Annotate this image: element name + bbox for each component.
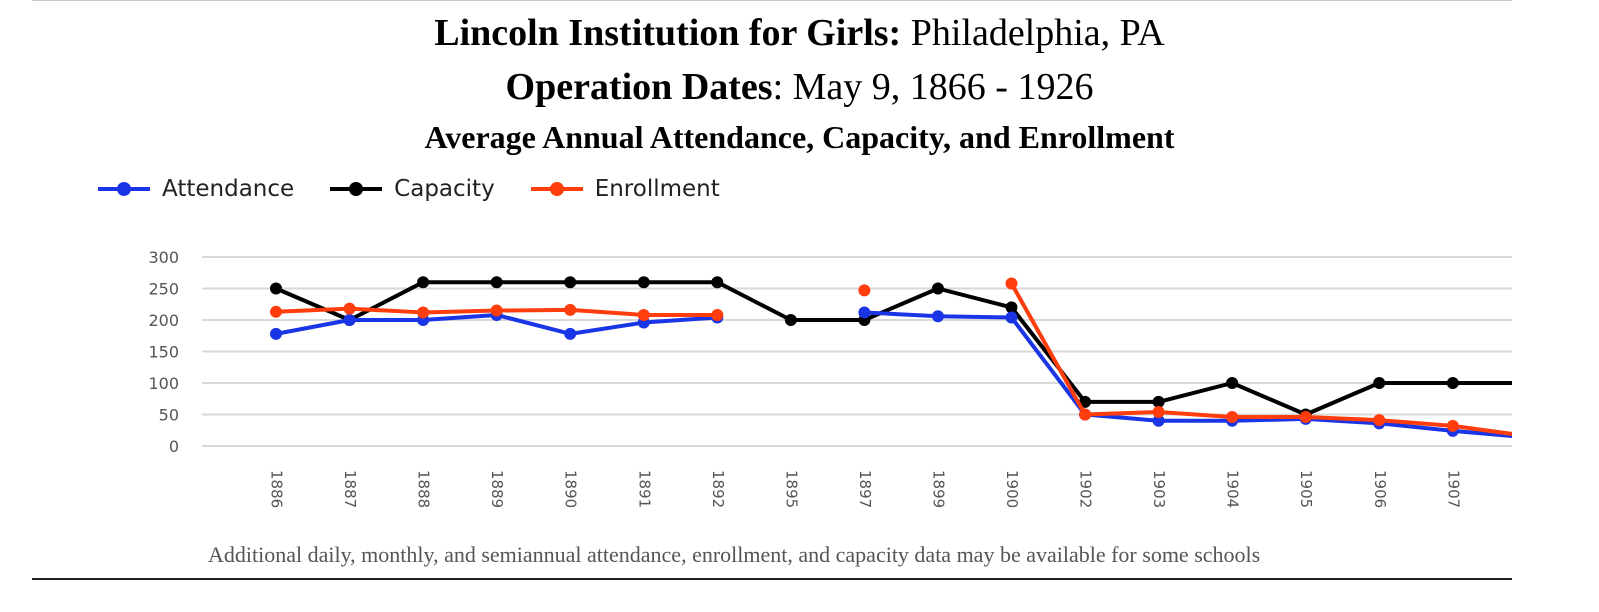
x-tick-label-1902: 1902	[1077, 470, 1095, 508]
attendance-point-1890	[564, 327, 577, 340]
enrollment-line-segment-2	[1009, 282, 1512, 436]
enrollment-point-1905	[1299, 411, 1312, 424]
school-title: Lincoln Institution for Girls: Philadelp…	[0, 6, 1599, 60]
bottom-rule	[32, 578, 1512, 580]
x-tick-label-1892: 1892	[709, 470, 727, 508]
x-tick-label-1887: 1887	[341, 470, 359, 508]
x-tick-label-1886: 1886	[268, 470, 286, 508]
legend-label-capacity: Capacity	[394, 176, 495, 202]
series-attendance	[270, 306, 1532, 443]
x-tick-label-1904: 1904	[1224, 470, 1242, 508]
y-tick-label-150: 150	[148, 343, 179, 362]
enrollment-point-1907	[1446, 419, 1459, 432]
legend-swatch-attendance	[98, 179, 150, 199]
capacity-point-1903	[1152, 395, 1165, 408]
enrollment-point-1892	[711, 308, 724, 321]
capacity-line-segment-0	[275, 280, 1512, 417]
x-tick-label-1890: 1890	[562, 470, 580, 508]
enrollment-point-1887	[343, 302, 356, 315]
chart-legend: Attendance Capacity Enrollment	[98, 172, 756, 206]
legend-item-enrollment[interactable]: Enrollment	[530, 176, 720, 202]
capacity-point-1890	[564, 276, 577, 289]
enrollment-point-1906	[1373, 414, 1386, 427]
capacity-point-1899	[931, 282, 944, 295]
x-tick-label-1905: 1905	[1297, 470, 1315, 508]
capacity-point-1891	[637, 276, 650, 289]
legend-item-attendance[interactable]: Attendance	[98, 176, 294, 202]
y-tick-label-250: 250	[148, 280, 179, 299]
enrollment-point-1890	[564, 303, 577, 316]
series-capacity	[270, 276, 1532, 421]
legend-dot-enrollment	[549, 182, 564, 196]
legend-label-enrollment: Enrollment	[594, 176, 720, 202]
enrollment-point-1902	[1079, 408, 1092, 421]
enrollment-point-1904	[1226, 411, 1239, 424]
legend-label-attendance: Attendance	[162, 176, 295, 202]
enrollment-point-1888	[417, 306, 430, 319]
enrollment-point-1891	[637, 308, 650, 321]
footnote: Additional daily, monthly, and semiannua…	[208, 542, 1261, 567]
capacity-point-1906	[1373, 377, 1386, 389]
attendance-point-1886	[270, 327, 282, 340]
x-tick-label-1907: 1907	[1444, 470, 1462, 508]
enrollment-point-1897	[858, 284, 871, 297]
enrollment-point-1889	[490, 304, 503, 317]
top-rule	[32, 0, 1512, 1]
legend-swatch-capacity	[330, 179, 383, 199]
capacity-point-1902	[1079, 395, 1092, 408]
attendance-point-1903	[1152, 414, 1165, 427]
y-tick-label-300: 300	[148, 248, 179, 267]
x-tick-label-1900: 1900	[1003, 470, 1021, 508]
x-tick-label-1903: 1903	[1150, 470, 1168, 508]
x-tick-label-1899: 1899	[929, 470, 947, 508]
operation-dates-value: : May 9, 1866 - 1926	[772, 66, 1094, 108]
y-tick-label-100: 100	[148, 374, 179, 393]
capacity-point-1908	[1520, 377, 1532, 389]
x-tick-label-1891: 1891	[635, 470, 653, 508]
attendance-point-1887	[343, 314, 356, 326]
school-location: Philadelphia, PA	[901, 12, 1165, 54]
attendance-line-segment-1	[864, 310, 1512, 438]
enrollment-point-1900	[1005, 277, 1018, 290]
y-tick-label-0: 0	[169, 437, 179, 456]
capacity-point-1892	[711, 276, 724, 289]
capacity-point-1889	[490, 276, 503, 289]
x-tick-label-1888: 1888	[415, 470, 433, 508]
legend-item-capacity[interactable]: Capacity	[330, 176, 495, 202]
y-tick-label-200: 200	[148, 311, 179, 330]
chart-header: Lincoln Institution for Girls: Philadelp…	[0, 6, 1599, 160]
enrollment-point-1908	[1520, 430, 1532, 442]
y-tick-label-50: 50	[159, 406, 179, 425]
school-name: Lincoln Institution for Girls:	[434, 12, 902, 54]
attendance-point-1897	[858, 306, 871, 319]
capacity-point-1904	[1226, 377, 1239, 389]
enrollment-point-1886	[270, 305, 282, 318]
x-tick-label-1889: 1889	[488, 470, 506, 508]
capacity-point-1900	[1005, 301, 1018, 314]
legend-dot-capacity	[349, 182, 364, 196]
capacity-point-1907	[1446, 377, 1459, 389]
series-enrollment	[270, 277, 1532, 442]
capacity-point-1888	[417, 276, 430, 289]
x-tick-label-1906: 1906	[1371, 470, 1389, 508]
legend-swatch-enrollment	[530, 179, 583, 199]
x-tick-label-1895: 1895	[782, 470, 800, 508]
x-tick-label-1897: 1897	[856, 470, 874, 508]
capacity-point-1895	[784, 314, 797, 326]
enrollment-point-1903	[1152, 405, 1165, 418]
capacity-point-1886	[270, 282, 282, 295]
attendance-point-1908	[1520, 431, 1532, 443]
operation-dates: Operation Dates: May 9, 1866 - 1926	[0, 60, 1599, 114]
legend-dot-attendance	[117, 182, 131, 196]
chart-title: Average Annual Attendance, Capacity, and…	[424, 119, 1175, 155]
operation-dates-label: Operation Dates	[505, 66, 773, 108]
attendance-point-1900	[1005, 311, 1018, 324]
attendance-point-1899	[931, 310, 944, 323]
